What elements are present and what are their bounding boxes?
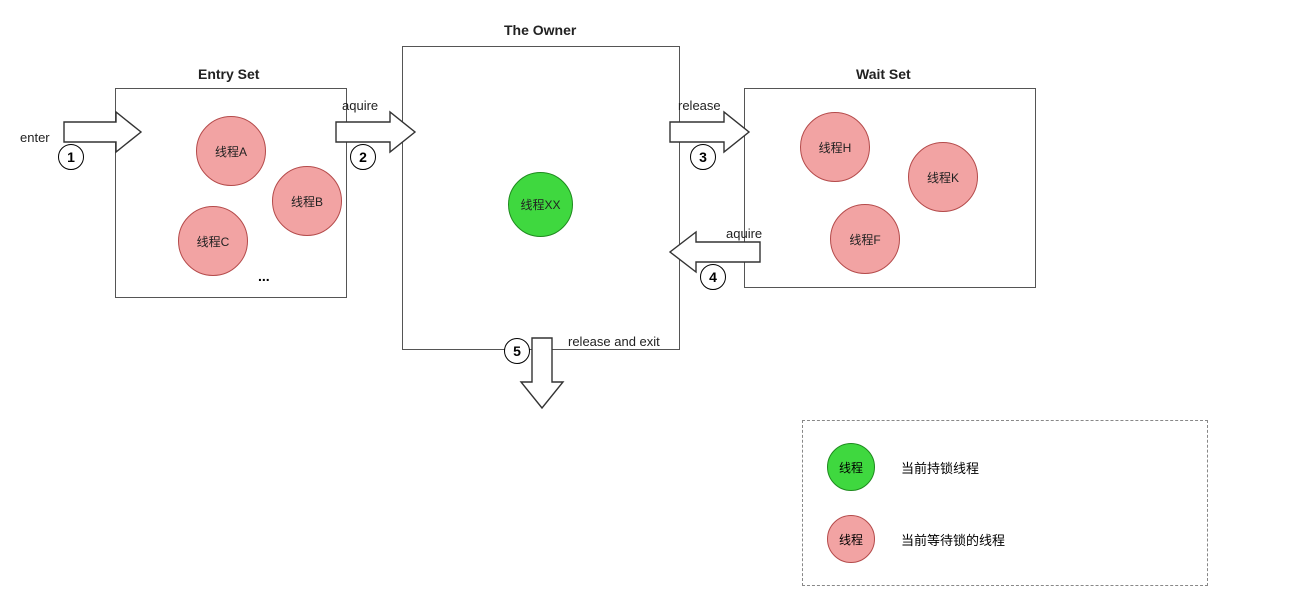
legend-green-text: 当前持锁线程 xyxy=(901,458,979,477)
legend-pink-text: 当前等待锁的线程 xyxy=(901,530,1005,549)
thread-h: 线程H xyxy=(800,112,870,182)
arrow-4-number: 4 xyxy=(700,264,726,290)
thread-a: 线程A xyxy=(196,116,266,186)
thread-c-label: 线程C xyxy=(197,233,230,250)
legend-green-swatch: 线程 xyxy=(827,443,875,491)
legend-pink-swatch-label: 线程 xyxy=(839,531,863,548)
thread-b: 线程B xyxy=(272,166,342,236)
arrow-2-label: aquire xyxy=(342,98,378,113)
thread-xx-label: 线程XX xyxy=(520,196,560,213)
entry-set-title: Entry Set xyxy=(198,66,259,82)
legend-green-swatch-label: 线程 xyxy=(839,459,863,476)
arrow-5-label: release and exit xyxy=(568,334,660,349)
thread-f: 线程F xyxy=(830,204,900,274)
thread-xx: 线程XX xyxy=(508,172,573,237)
thread-b-label: 线程B xyxy=(291,193,323,210)
entry-ellipsis: ... xyxy=(258,268,270,284)
arrow-3-number: 3 xyxy=(690,144,716,170)
owner-title: The Owner xyxy=(504,22,576,38)
arrow-3-label: release xyxy=(678,98,721,113)
arrow-2-icon xyxy=(336,110,418,154)
legend-pink-swatch: 线程 xyxy=(827,515,875,563)
thread-c: 线程C xyxy=(178,206,248,276)
arrow-4-label: aquire xyxy=(726,226,762,241)
thread-a-label: 线程A xyxy=(215,143,247,160)
arrow-1-number: 1 xyxy=(58,144,84,170)
thread-k: 线程K xyxy=(908,142,978,212)
legend-row-green: 线程 当前持锁线程 xyxy=(827,443,979,491)
wait-set-title: Wait Set xyxy=(856,66,911,82)
arrow-2-number: 2 xyxy=(350,144,376,170)
legend-box: 线程 当前持锁线程 线程 当前等待锁的线程 xyxy=(802,420,1208,586)
legend-row-pink: 线程 当前等待锁的线程 xyxy=(827,515,1005,563)
thread-k-label: 线程K xyxy=(927,169,959,186)
thread-h-label: 线程H xyxy=(819,139,852,156)
arrow-1-label: enter xyxy=(20,130,50,145)
thread-f-label: 线程F xyxy=(849,231,880,248)
arrow-5-number: 5 xyxy=(504,338,530,364)
